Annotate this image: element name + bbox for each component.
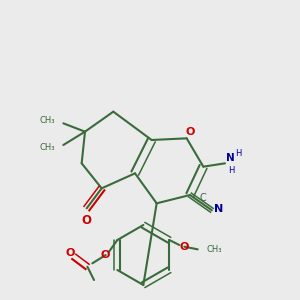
Text: N: N <box>214 204 223 214</box>
Text: O: O <box>65 248 75 258</box>
Text: CH₃: CH₃ <box>40 116 55 125</box>
Text: N: N <box>226 153 234 163</box>
Text: H: H <box>228 166 234 175</box>
Text: O: O <box>180 242 189 252</box>
Text: CH₃: CH₃ <box>40 143 55 152</box>
Text: C: C <box>199 193 206 202</box>
Text: CH₃: CH₃ <box>207 245 223 254</box>
Text: O: O <box>185 127 195 137</box>
Text: H: H <box>235 149 242 158</box>
Text: O: O <box>82 214 92 226</box>
Text: O: O <box>101 250 110 260</box>
